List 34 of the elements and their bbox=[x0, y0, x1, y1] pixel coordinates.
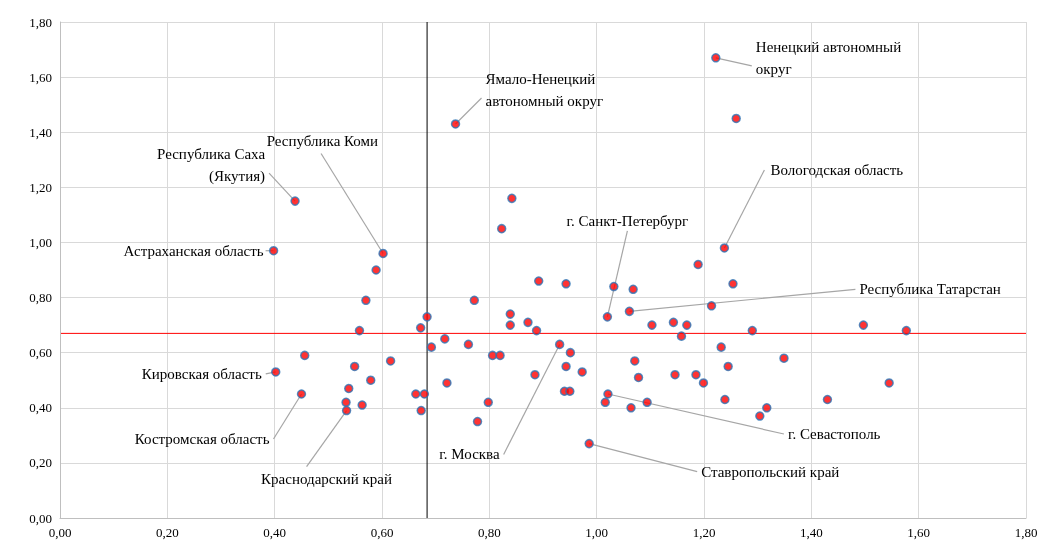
annotation: г. Севастополь bbox=[787, 426, 881, 442]
annotation: Республика Татарстан bbox=[859, 281, 1001, 298]
y-tick-label: 1,80 bbox=[29, 14, 52, 30]
y-tick-label: 0,00 bbox=[29, 510, 52, 526]
annotation: Республика Коми bbox=[266, 133, 379, 150]
annotation: Кировская область bbox=[141, 365, 262, 382]
annotation: г. Санкт-Петербург bbox=[566, 212, 689, 229]
annotation: Астраханская область bbox=[123, 242, 264, 259]
y-tick-label: 1,00 bbox=[29, 234, 52, 250]
y-tick-label: 0,60 bbox=[29, 345, 52, 361]
x-tick-label: 0,40 bbox=[263, 525, 287, 540]
annotation: г. Москва bbox=[439, 446, 500, 463]
annotation: Ямало-Ненецкий автономный округ bbox=[485, 70, 604, 109]
y-tick-label: 0,80 bbox=[29, 290, 52, 306]
y-tick-label: 1,60 bbox=[29, 69, 52, 85]
x-tick-label: 0,20 bbox=[155, 525, 179, 540]
x-tick-label: 0,00 bbox=[48, 525, 72, 540]
x-tick-label: 1,00 bbox=[585, 525, 609, 540]
annotation: Вологодская область bbox=[770, 161, 904, 178]
annotation: Краснодарский край bbox=[261, 470, 393, 487]
x-tick-label: 1,80 bbox=[1014, 525, 1038, 540]
y-tick-label: 0,40 bbox=[29, 400, 52, 416]
y-tick-label: 1,20 bbox=[29, 179, 52, 195]
x-tick-label: 0,60 bbox=[370, 525, 394, 540]
x-tick-label: 1,40 bbox=[799, 525, 823, 540]
x-tick-label: 1,60 bbox=[907, 525, 931, 540]
annotation: Ненецкий автономный округ bbox=[755, 38, 902, 77]
x-tick-label: 1,20 bbox=[692, 525, 716, 540]
annotation: Костромская область bbox=[134, 431, 270, 447]
y-tick-label: 0,20 bbox=[29, 455, 52, 471]
y-tick-label: 1,40 bbox=[29, 124, 52, 140]
annotation: Республика Саха (Якутия) bbox=[157, 146, 266, 186]
annotation: Ставропольский край bbox=[701, 463, 840, 480]
x-tick-label: 0,80 bbox=[477, 525, 501, 540]
